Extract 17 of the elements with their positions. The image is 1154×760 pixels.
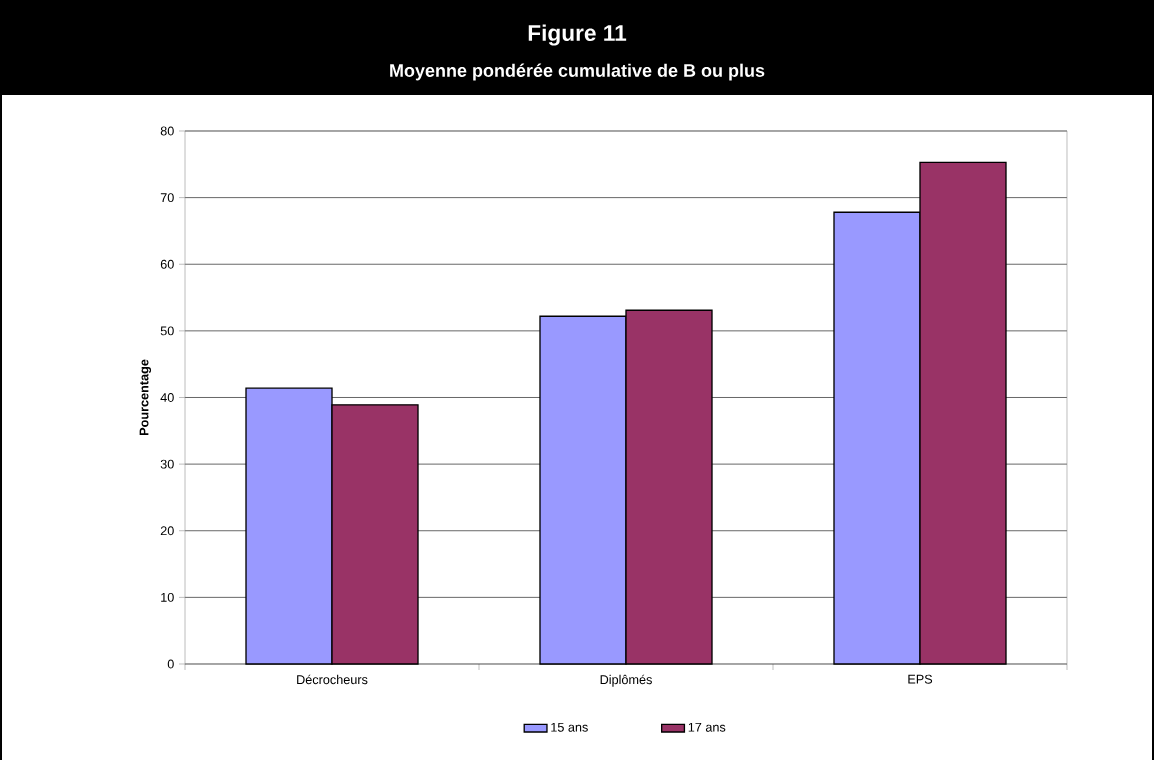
legend-label: 17 ans	[688, 722, 726, 732]
legend-label: 15 ans	[551, 722, 588, 732]
y-axis-title: Pourcentage	[139, 359, 152, 435]
x-tick-label: EPS	[908, 674, 933, 684]
y-tick-label: 40	[160, 393, 174, 402]
y-tick-label: 20	[160, 526, 174, 536]
y-tick-label: 50	[160, 326, 174, 336]
chart-title: Figure 11	[528, 24, 627, 46]
chart-subtitle: Moyenne pondérée cumulative de B ou plus	[390, 63, 765, 81]
y-tick-label: 60	[160, 259, 174, 269]
y-tick-label: 80	[160, 126, 174, 136]
y-tick-label: 70	[160, 193, 174, 203]
x-tick-label: Décrocheurs	[297, 674, 368, 685]
y-tick-label: 0	[167, 659, 174, 669]
y-tick-label: 10	[161, 592, 174, 602]
x-tick-label: Diplômés	[600, 674, 652, 687]
y-tick-label: 30	[160, 459, 174, 469]
